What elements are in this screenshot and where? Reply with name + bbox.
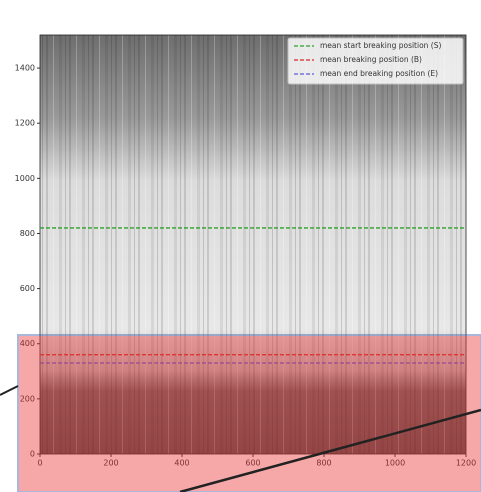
y-tick-label: 200 [20,394,35,403]
x-tick-label: 200 [103,459,118,468]
x-tick-label: 0 [37,459,42,468]
x-tick-label: 1000 [385,459,405,468]
legend-label: mean start breaking position (S) [320,41,441,50]
legend-box [287,37,464,85]
legend-label: mean end breaking position (E) [320,69,438,78]
y-tick-label: 1400 [15,64,35,73]
y-tick-label: 800 [20,229,35,238]
y-tick-label: 0 [30,450,35,459]
x-tick-label: 800 [316,459,331,468]
annotation-stroke [179,408,481,492]
legend-label: mean breaking position (B) [320,55,422,64]
image-texture [40,35,466,454]
y-tick-label: 400 [20,339,35,348]
y-tick-label: 1200 [15,119,35,128]
x-tick-label: 1200 [456,459,476,468]
x-tick-label: 600 [245,459,260,468]
highlight-region [17,334,481,492]
x-tick-label: 400 [174,459,189,468]
y-tick-label: 600 [20,284,35,293]
y-tick-label: 1000 [15,174,35,183]
legend: mean start breaking position (S) mean bre… [287,37,464,85]
plot-area [39,34,467,455]
annotation-stroke [0,385,19,396]
